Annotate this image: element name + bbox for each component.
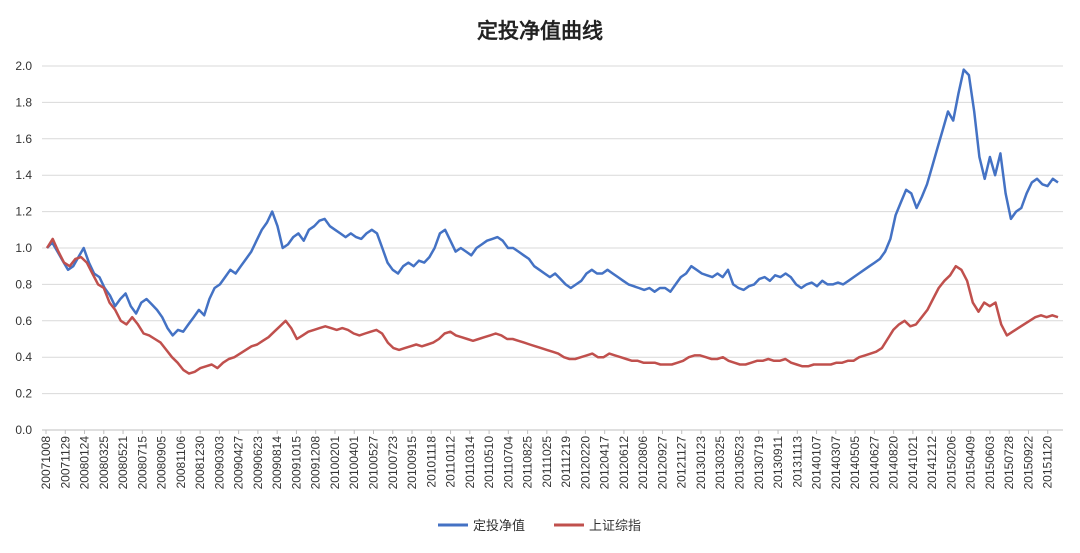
legend-label-1: 上证综指 [589,519,641,534]
x-tick-label: 20110314 [463,436,477,489]
x-tick-label: 20080905 [155,436,169,490]
legend-label-0: 定投净值 [473,518,525,534]
x-tick-label: 20090623 [251,436,265,490]
x-tick-label: 20081230 [193,436,207,490]
legend: 定投净值 上证综指 [438,518,641,534]
x-tick-label: 20090427 [232,436,246,490]
gridlines [42,65,1063,431]
series-line-0 [46,68,1059,337]
x-tick-label: 20120927 [655,436,669,490]
chart-title: 定投净值曲线 [477,19,603,43]
x-tick-label: 20080715 [135,436,149,490]
series-lines [45,68,1059,375]
x-tick-label: 20110704 [501,436,515,489]
x-tick-label: 20100915 [405,436,419,490]
x-tick-label: 20131113 [790,436,804,488]
x-tick-label: 20150728 [1002,436,1016,490]
x-tick-label: 20110510 [482,436,496,489]
x-tick-label: 20090303 [212,436,226,490]
x-tick-label: 20121127 [675,436,689,489]
x-tick-label: 20090814 [270,436,284,490]
x-tick-label: 20100527 [366,436,380,490]
series-line-1 [45,237,1059,375]
x-tick-label: 20150409 [964,436,978,490]
y-tick-label: 1.2 [15,205,32,219]
x-tick-label: 20141212 [925,436,939,490]
x-tick-label: 20140505 [848,436,862,490]
x-tick-label: 20111219 [559,436,573,488]
y-tick-label: 1.4 [15,168,32,182]
x-tick-label: 20081106 [174,436,188,489]
x-tick-label: 20150603 [983,436,997,490]
x-tick-label: 20140820 [887,436,901,490]
x-tick-label: 20150922 [1021,436,1035,490]
x-tick-label: 20141021 [906,436,920,490]
x-tick-label: 20140107 [810,436,824,490]
x-tick-label: 20130523 [733,436,747,490]
y-tick-label: 0.6 [15,314,32,328]
x-tick-label: 20150206 [944,436,958,490]
x-tick-label: 20080521 [116,436,130,490]
x-tick-label: 20110112 [444,436,458,488]
x-tick-label: 20080325 [97,436,111,490]
x-tick-label: 20130719 [752,436,766,490]
y-tick-label: 0.8 [15,277,32,291]
x-tick-label: 20091015 [289,436,303,490]
x-tick-label: 20091208 [309,436,323,490]
x-tick-label: 20140627 [867,436,881,490]
y-axis-ticks: 0.0 0.2 0.4 0.6 0.8 1.0 1.2 1.4 1.6 1.8 2.0 [15,59,32,437]
x-tick-label: 20120220 [578,436,592,490]
y-tick-label: 1.0 [15,241,32,255]
y-tick-label: 0.0 [15,423,32,437]
x-tick-label: 20080124 [78,436,92,490]
x-tick-label: 20151120 [1041,436,1055,489]
x-tick-label: 20130123 [694,436,708,490]
x-tick-label: 20110825 [521,436,535,489]
x-tick-label: 20140307 [829,436,843,490]
x-tick-label: 20130325 [713,436,727,490]
x-tick-label: 20071008 [39,436,53,490]
y-tick-label: 0.2 [15,387,32,401]
y-tick-label: 1.8 [15,95,32,109]
x-tick-label: 20130911 [771,436,785,489]
y-tick-label: 2.0 [15,59,32,73]
x-tick-label: 20120806 [636,436,650,490]
x-tick-label: 20120417 [598,436,612,490]
x-tick-label: 20120612 [617,436,631,490]
x-tick-label: 20100201 [328,436,342,490]
x-tick-label: 20111025 [540,436,554,488]
y-tick-label: 0.4 [15,350,32,364]
y-tick-label: 1.6 [15,132,32,146]
x-tick-label: 20100723 [386,436,400,490]
x-tick-label: 20071129 [58,436,72,489]
x-tick-label: 20100401 [347,436,361,490]
x-tick-label: 20101118 [424,436,438,488]
x-axis-ticks: 20071008 20071129 20080124 20080325 20080521… [39,430,1055,489]
